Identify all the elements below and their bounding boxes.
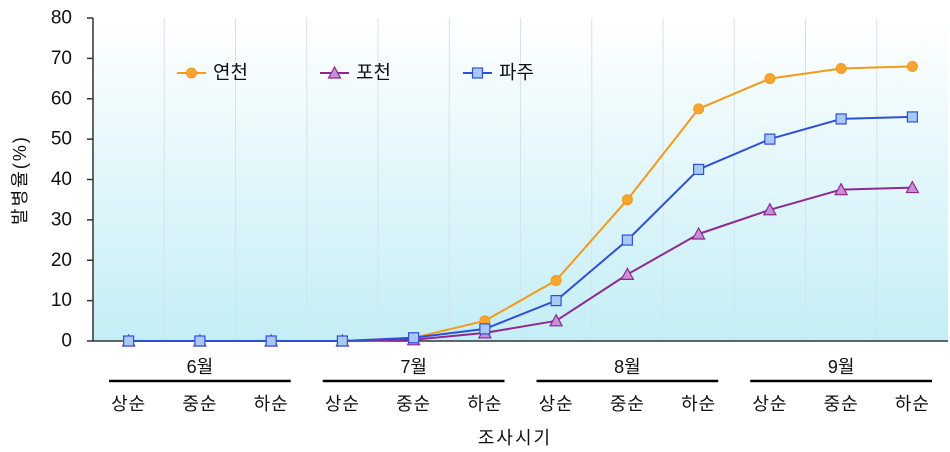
month-label: 8월 (614, 357, 641, 377)
y-tick-label: 10 (51, 290, 72, 311)
month-label: 6월 (187, 357, 214, 377)
data-point-series-3 (835, 113, 847, 125)
data-point-series-1 (550, 274, 562, 286)
data-point-series-2 (549, 313, 564, 327)
y-tick-label: 30 (51, 209, 72, 230)
x-tick-label: 중순 (824, 394, 859, 414)
data-point-series-3 (764, 133, 776, 145)
series-lines (128, 65, 913, 342)
x-tick-label: 중순 (396, 394, 431, 414)
data-point-series-3 (123, 335, 135, 347)
month-label: 7월 (400, 357, 427, 377)
y-tick-label: 0 (61, 331, 72, 352)
data-point-series-3 (408, 332, 420, 344)
data-point-series-3 (265, 335, 277, 347)
x-tick-label: 하순 (895, 394, 930, 414)
x-tick-label: 중순 (182, 394, 217, 414)
data-point-series-1 (906, 60, 918, 72)
data-point-series-2 (620, 267, 635, 280)
series-markers (121, 60, 920, 347)
legend-label: 연천 (213, 62, 248, 84)
data-point-series-2 (762, 202, 777, 216)
x-tick-label: 하순 (467, 394, 502, 414)
data-point-series-3 (479, 323, 491, 335)
series-line-3 (128, 115, 913, 342)
data-point-series-3 (336, 335, 348, 347)
y-tick-label: 80 (51, 8, 72, 29)
x-tick-label: 상순 (325, 394, 360, 414)
data-point-series-1 (764, 73, 776, 85)
data-point-series-2 (834, 182, 849, 196)
data-point-series-3 (621, 234, 633, 246)
y-tick-label: 70 (51, 48, 72, 69)
data-point-series-3 (693, 163, 705, 176)
legend-label: 파주 (499, 62, 534, 84)
axes: 0 10 20 30 40 50 60 70 80 (51, 8, 948, 352)
x-tick-label: 하순 (681, 394, 716, 414)
legend-marker (471, 67, 484, 79)
legend-label: 포천 (356, 62, 391, 84)
data-point-series-2 (691, 226, 706, 240)
y-tick-label: 60 (51, 88, 72, 109)
y-axis-title: 발병율(%) (10, 135, 30, 225)
data-point-series-1 (621, 194, 633, 206)
x-tick-label: 하순 (254, 394, 289, 414)
data-point-series-3 (906, 111, 918, 123)
y-tick-label: 20 (51, 250, 72, 271)
legend: 연천 포천 파주 (177, 62, 534, 84)
y-tick-label: 50 (51, 129, 72, 150)
data-point-series-1 (835, 62, 847, 74)
y-tick-label: 40 (51, 169, 72, 190)
month-label: 9월 (828, 357, 855, 377)
grid-lines (163, 18, 878, 341)
data-point-series-3 (550, 295, 562, 307)
data-point-series-1 (693, 103, 705, 115)
legend-marker (186, 67, 197, 79)
data-point-series-3 (194, 335, 206, 347)
x-axis-title: 조사시기 (478, 428, 552, 448)
data-point-series-2 (905, 180, 920, 194)
x-tick-label: 상순 (752, 394, 787, 414)
legend-marker (327, 65, 342, 79)
x-tick-label: 중순 (610, 394, 645, 414)
x-tick-label: 상순 (539, 394, 574, 414)
x-tick-label: 상순 (111, 394, 146, 414)
